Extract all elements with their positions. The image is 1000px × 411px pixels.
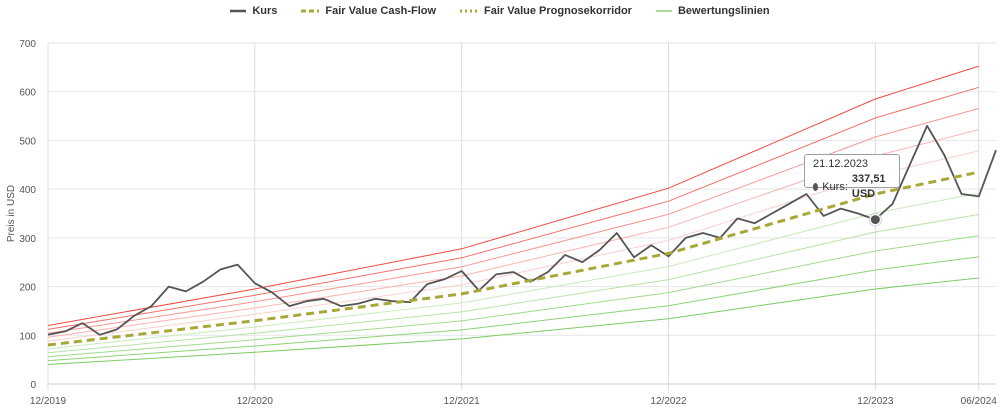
legend-swatch-fair-value-prognosekorridor	[460, 9, 479, 13]
tooltip-value-row: Kurs: 337,51 USD	[813, 172, 891, 202]
x-tick-label: 12/2022	[650, 396, 687, 407]
legend-item-fair-value-prognosekorridor[interactable]: Fair Value Prognosekorridor	[460, 2, 632, 20]
legend-swatch-bewertungslinien	[655, 10, 672, 12]
valuation-line	[47, 192, 979, 350]
series-line-fair-value-cash-flow	[47, 170, 980, 347]
valuation-line	[47, 108, 979, 334]
legend-item-kurs[interactable]: Kurs	[230, 2, 277, 20]
valuation-line	[47, 256, 979, 362]
valuation-line	[47, 277, 979, 365]
valuation-line	[47, 86, 979, 330]
valuation-line	[47, 235, 979, 358]
y-tick-label: 400	[19, 185, 36, 196]
y-tick-label: 300	[19, 234, 36, 245]
legend-label-fair-value-prognosekorridor: Fair Value Prognosekorridor	[484, 5, 632, 17]
y-tick-label: 700	[19, 39, 36, 50]
x-tick-label: 12/2023	[857, 396, 894, 407]
chart-tooltip: 21.12.2023 Kurs: 337,51 USD	[804, 154, 900, 200]
y-axis-title: Preis in USD	[6, 185, 17, 242]
tooltip-dot-icon	[813, 183, 819, 191]
valuation-line	[47, 129, 979, 338]
x-tick-label: 12/2019	[30, 396, 67, 407]
legend-item-fair-value-cash-flow[interactable]: Fair Value Cash-Flow	[301, 2, 436, 20]
valuation-line	[47, 214, 979, 354]
tooltip-value: 337,51 USD	[851, 173, 886, 200]
series-line-kurs	[47, 124, 997, 336]
legend-label-bewertungslinien: Bewertungslinien	[677, 5, 770, 17]
tooltip-date: 21.12.2023	[813, 158, 869, 170]
x-tick-label: 12/2020	[237, 396, 274, 407]
tooltip-marker[interactable]	[869, 214, 881, 226]
y-tick-label: 500	[19, 136, 36, 147]
x-tick-label: 06/2024	[961, 396, 998, 407]
y-tick-label: 100	[19, 331, 36, 342]
tooltip-label: Kurs:	[822, 180, 848, 193]
legend-item-bewertungslinien[interactable]: Bewertungslinien	[655, 2, 770, 20]
legend-label-fair-value-cash-flow: Fair Value Cash-Flow	[325, 5, 437, 17]
y-tick-label: 200	[19, 283, 36, 294]
legend-swatch-fair-value-cash-flow	[301, 9, 320, 13]
y-tick-label: 0	[30, 380, 36, 391]
legend-label-kurs: Kurs	[252, 5, 278, 17]
y-tick-label: 600	[19, 88, 36, 99]
valuation-line	[47, 65, 979, 326]
legend-swatch-kurs	[230, 9, 247, 13]
chart-legend: Kurs Fair Value Cash-Flow Fair Value Pro…	[0, 2, 1000, 20]
x-tick-label: 12/2021	[444, 396, 481, 407]
